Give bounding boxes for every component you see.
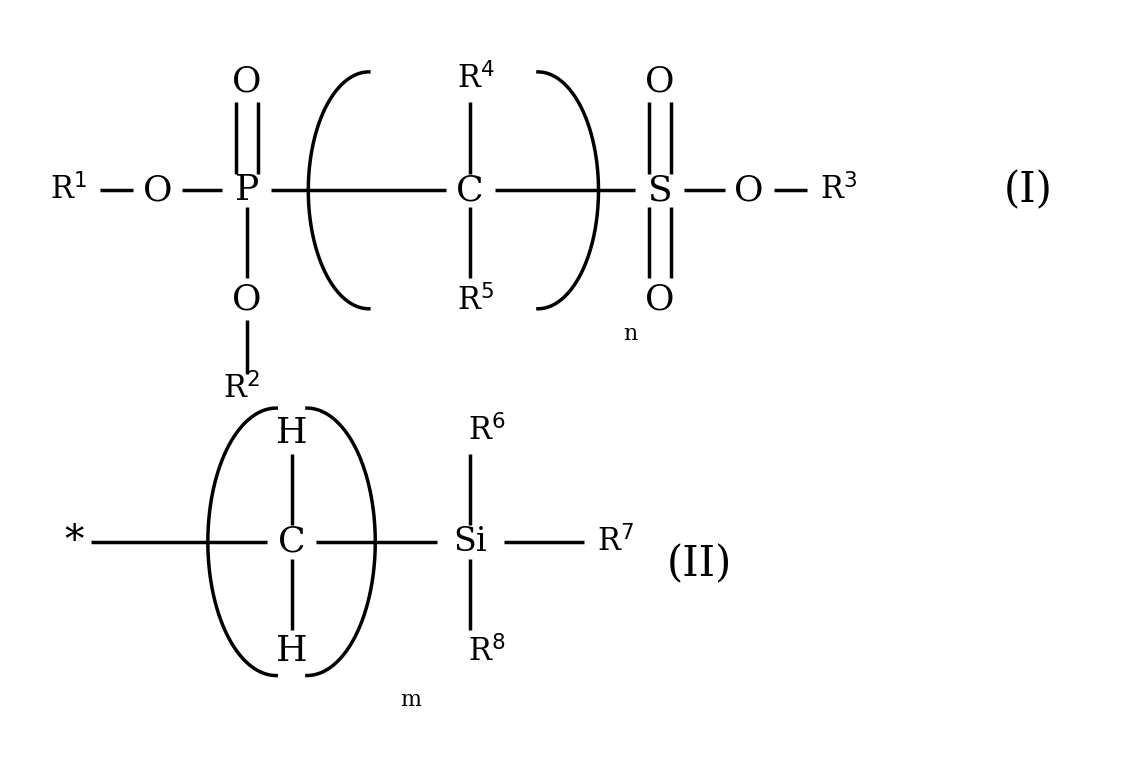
Text: O: O (232, 64, 262, 98)
Text: R$^4$: R$^4$ (457, 63, 495, 96)
Text: O: O (645, 282, 675, 317)
Text: n: n (623, 323, 637, 345)
Text: (II): (II) (667, 544, 731, 586)
Text: R$^7$: R$^7$ (597, 526, 634, 558)
Text: R$^6$: R$^6$ (468, 415, 505, 447)
Text: O: O (734, 173, 764, 207)
Text: C: C (457, 173, 484, 207)
Text: R$^1$: R$^1$ (50, 174, 87, 207)
Text: O: O (232, 282, 262, 317)
Text: O: O (645, 64, 675, 98)
Text: P: P (235, 173, 259, 207)
Text: Si: Si (453, 526, 487, 558)
Text: H: H (276, 415, 307, 450)
Text: H: H (276, 634, 307, 668)
Text: R$^5$: R$^5$ (458, 285, 494, 317)
Text: (I): (I) (1003, 170, 1053, 212)
Text: *: * (64, 524, 84, 560)
Text: R$^2$: R$^2$ (223, 373, 260, 405)
Text: R$^8$: R$^8$ (468, 636, 505, 669)
Text: m: m (400, 689, 420, 711)
Text: R$^3$: R$^3$ (820, 174, 857, 207)
Text: C: C (278, 525, 305, 559)
Text: S: S (647, 173, 672, 207)
Text: O: O (142, 173, 173, 207)
